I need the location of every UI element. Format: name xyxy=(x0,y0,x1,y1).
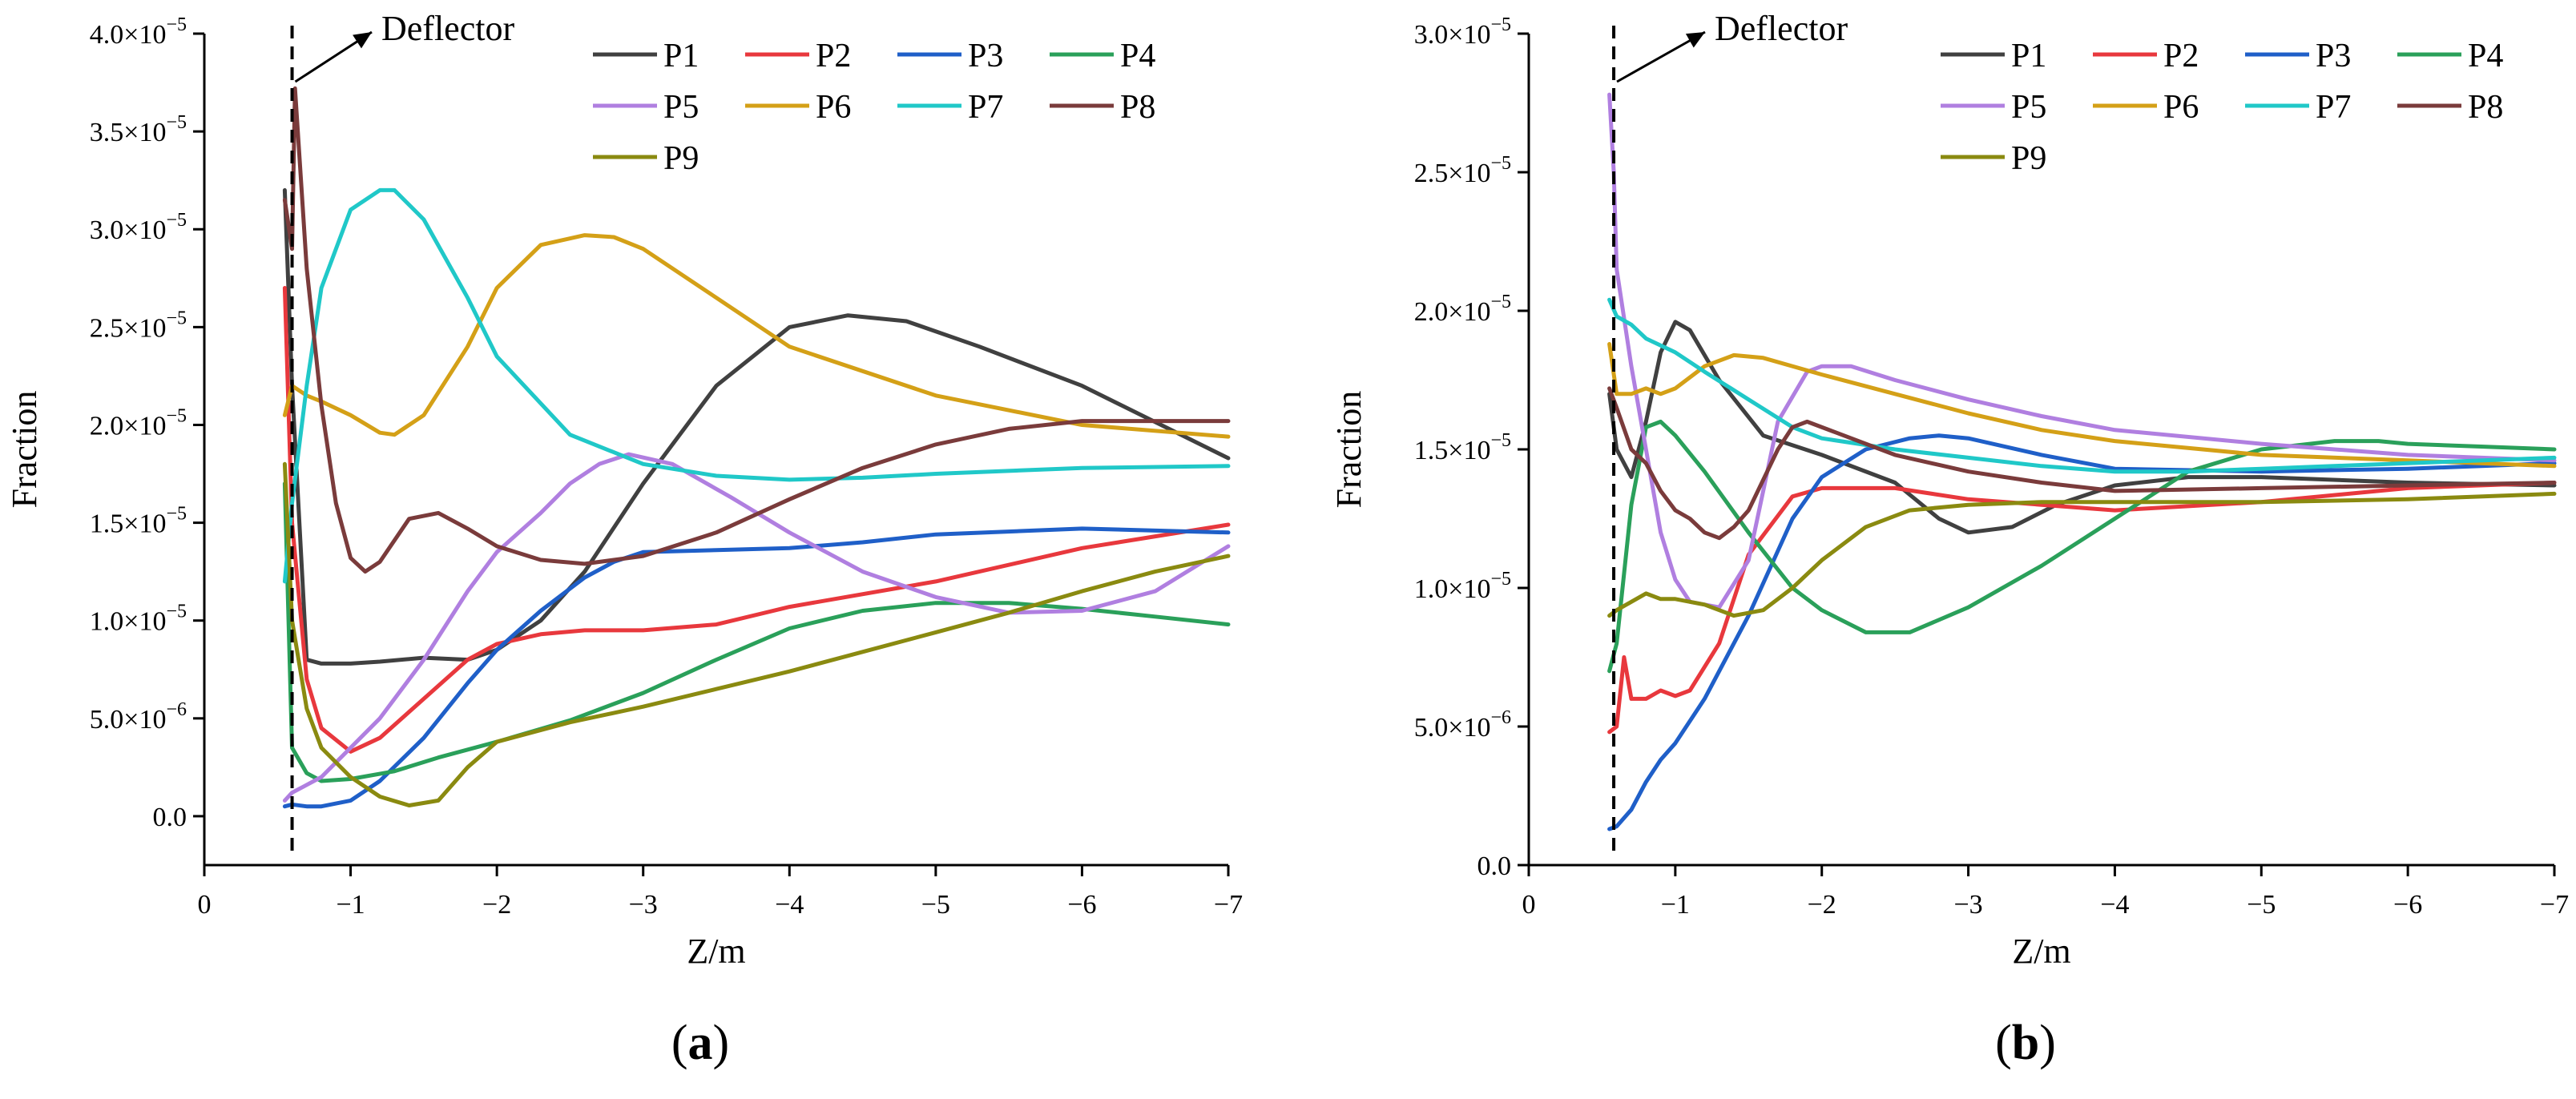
panel-label: (b) xyxy=(1995,1016,2056,1070)
legend-label-p7: P7 xyxy=(2316,89,2351,126)
series-line-p8 xyxy=(1607,386,2557,541)
legend-label-p3: P3 xyxy=(2316,38,2351,74)
series-line-p9 xyxy=(282,461,1231,807)
annotation-arrowhead xyxy=(353,32,372,49)
annotation-arrowhead xyxy=(1685,32,1705,48)
legend-label-p8: P8 xyxy=(1120,89,1155,126)
x-tick-label: −4 xyxy=(2100,890,2129,920)
x-tick-label: −1 xyxy=(1661,890,1690,920)
chart-panel-a: 0 −1 −2 −3 −4 −5 −6 −7 0.0 5.0×10−6 1.0×10−5 1.5×10… xyxy=(5,9,1243,1070)
x-tick-label: −4 xyxy=(775,890,804,920)
series-line-p9 xyxy=(1607,491,2557,618)
x-tick-label: −2 xyxy=(482,890,511,920)
legend: P1 P2 P3 P4 P5 P6 P7 P8 P9 xyxy=(593,38,1155,177)
x-axis-title: Z/m xyxy=(687,932,745,971)
y-tick-label: 3.5×10−5 xyxy=(90,112,187,147)
x-tick-label: −5 xyxy=(2247,890,2276,920)
legend-label-p6: P6 xyxy=(816,89,851,126)
x-tick-label: −2 xyxy=(1808,890,1836,920)
y-tick-label: 1.5×10−5 xyxy=(90,504,187,539)
x-tick-label: 0 xyxy=(1522,890,1536,920)
legend-label-p8: P8 xyxy=(2468,89,2503,126)
y-tick-label: 1.0×10−5 xyxy=(90,602,187,637)
x-tick-label: 0 xyxy=(198,890,212,920)
legend-label-p5: P5 xyxy=(663,89,699,126)
x-tick-label: −3 xyxy=(1953,890,1982,920)
y-tick-label: 2.0×10−5 xyxy=(1414,292,1511,327)
legend-label-p6: P6 xyxy=(2163,89,2199,126)
y-axis-title: Fraction xyxy=(1329,391,1369,509)
series-line-p7 xyxy=(1607,297,2557,474)
legend-label-p7: P7 xyxy=(968,89,1003,126)
series-line-p8 xyxy=(282,86,1231,574)
legend-label-p9: P9 xyxy=(663,140,699,177)
legend: P1 P2 P3 P4 P5 P6 P7 P8 P9 xyxy=(1941,38,2503,177)
x-tick-label: −6 xyxy=(2393,890,2422,920)
y-tick-label: 1.5×10−5 xyxy=(1414,430,1511,465)
x-tick-label: −7 xyxy=(2540,890,2569,920)
axes: 0 −1 −2 −3 −4 −5 −6 −7 0.0 5.0×10−6 1.0×10−5 1.5×10… xyxy=(1414,14,2569,920)
series-line-p7 xyxy=(282,187,1231,584)
series-line-p3 xyxy=(1607,433,2557,831)
y-axis-title: Fraction xyxy=(5,391,44,509)
legend-label-p4: P4 xyxy=(1120,38,1155,74)
y-tick-label: 5.0×10−6 xyxy=(1414,707,1511,743)
y-tick-label: 2.5×10−5 xyxy=(1414,153,1511,188)
panel-label: (a) xyxy=(671,1016,729,1070)
legend-label-p1: P1 xyxy=(663,38,699,74)
axes: 0 −1 −2 −3 −4 −5 −6 −7 0.0 5.0×10−6 1.0×10−5 1.5×10… xyxy=(90,14,1243,920)
x-tick-label: −7 xyxy=(1214,890,1243,920)
series-line-p2 xyxy=(282,286,1231,754)
series-line-p6 xyxy=(282,233,1231,439)
y-tick-label: 3.0×10−5 xyxy=(1414,14,1511,50)
x-tick-label: −5 xyxy=(921,890,950,920)
x-axis-title: Z/m xyxy=(2012,932,2070,971)
chart-panel-b: 0 −1 −2 −3 −4 −5 −6 −7 0.0 5.0×10−6 1.0×10−5 1.5×10… xyxy=(1329,9,2569,1070)
legend-label-p2: P2 xyxy=(816,38,851,74)
y-tick-label: 0.0 xyxy=(1477,851,1512,881)
x-tick-label: −3 xyxy=(629,890,658,920)
legend-label-p4: P4 xyxy=(2468,38,2503,74)
y-tick-label: 2.5×10−5 xyxy=(90,308,187,343)
y-tick-label: 4.0×10−5 xyxy=(90,14,187,50)
x-tick-label: −1 xyxy=(336,890,365,920)
y-tick-label: 3.0×10−5 xyxy=(90,210,187,245)
series-line-p5 xyxy=(282,452,1231,803)
legend-label-p9: P9 xyxy=(2011,140,2046,177)
series-line-p4 xyxy=(1607,419,2557,674)
series-line-p6 xyxy=(1607,342,2557,469)
deflector-annotation: Deflector xyxy=(1715,9,1848,48)
series-lines xyxy=(1607,92,2557,831)
series-line-p3 xyxy=(282,526,1231,809)
legend-label-p5: P5 xyxy=(2011,89,2046,126)
y-tick-label: 2.0×10−5 xyxy=(90,405,187,441)
y-tick-label: 0.0 xyxy=(153,803,187,832)
legend-label-p1: P1 xyxy=(2011,38,2046,74)
x-tick-label: −6 xyxy=(1067,890,1096,920)
y-tick-label: 5.0×10−6 xyxy=(90,699,187,735)
legend-label-p3: P3 xyxy=(968,38,1003,74)
series-line-p1 xyxy=(282,187,1231,666)
series-lines xyxy=(282,86,1231,809)
legend-label-p2: P2 xyxy=(2163,38,2199,74)
series-line-p5 xyxy=(1607,92,2557,610)
y-tick-label: 1.0×10−5 xyxy=(1414,569,1511,604)
deflector-annotation: Deflector xyxy=(381,9,514,48)
